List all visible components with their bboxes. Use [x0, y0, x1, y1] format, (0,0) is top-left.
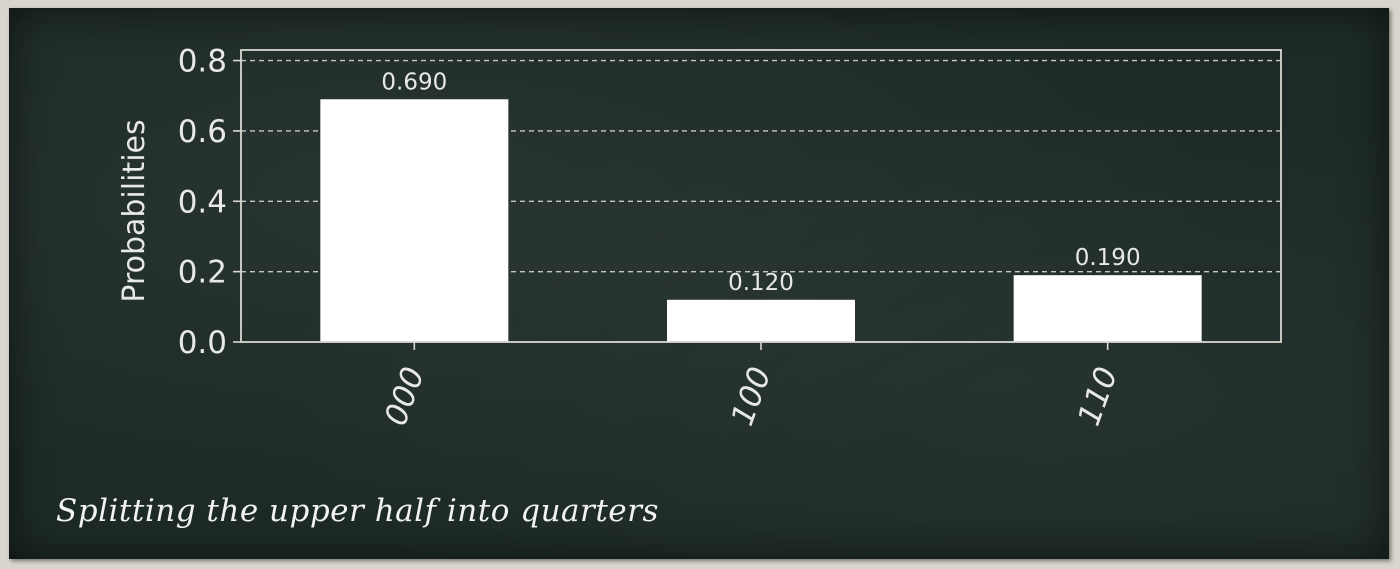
bar-100: [667, 299, 855, 342]
bar-chart: 0.0 0.2 0.4 0.6 0.8 0.690 000 0.120 100 0.190 110 P…: [117, 44, 1282, 430]
y-axis-label: Probabilities: [117, 119, 152, 302]
data-label: 0.190: [1075, 245, 1141, 271]
x-tick-label: 100: [724, 362, 778, 430]
bar-000: [320, 99, 509, 342]
y-tick-label: 0.6: [178, 114, 227, 150]
y-tick-label: 0.4: [178, 184, 227, 220]
bar-110: [1013, 275, 1202, 342]
data-label: 0.120: [728, 270, 794, 296]
data-label: 0.690: [381, 69, 447, 95]
y-tick-label: 0.8: [178, 44, 227, 80]
caption-text: Splitting the upper half into quarters: [56, 493, 659, 529]
chalkboard-background: 0.0 0.2 0.4 0.6 0.8 0.690 000 0.120 100 0.190 110 P…: [9, 8, 1389, 559]
x-tick-label: 110: [1071, 362, 1125, 430]
plot-frame: [240, 49, 1282, 343]
y-tick-label: 0.0: [178, 325, 227, 361]
x-tick-label: 000: [378, 362, 432, 430]
y-tick-label: 0.2: [178, 255, 227, 291]
